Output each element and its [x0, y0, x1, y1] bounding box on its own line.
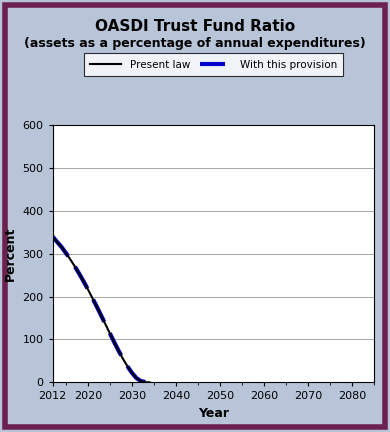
- With this provision: [121, 356, 126, 362]
- X-axis label: Year: Year: [198, 407, 229, 420]
- With this provision: [134, 375, 139, 381]
- Legend: Present law, With this provision: Present law, With this provision: [84, 54, 343, 76]
- With this provision: [103, 322, 108, 327]
- With this provision: [64, 251, 68, 256]
- Present law: [77, 271, 82, 276]
- With this provision: [112, 340, 117, 345]
- With this provision: [143, 379, 147, 384]
- Present law: [90, 295, 95, 301]
- Present law: [129, 370, 134, 375]
- With this provision: [55, 239, 59, 245]
- Present law: [64, 251, 68, 256]
- With this provision: [108, 331, 112, 336]
- Present law: [143, 380, 147, 385]
- With this provision: [125, 364, 130, 369]
- Present law: [134, 375, 139, 381]
- With this provision: [77, 271, 82, 276]
- With this provision: [99, 313, 103, 318]
- With this provision: [147, 380, 152, 385]
- Present law: [50, 234, 55, 239]
- Present law: [99, 313, 103, 318]
- Present law: [59, 245, 64, 250]
- With this provision: [94, 304, 99, 309]
- Present law: [112, 340, 117, 345]
- Present law: [103, 322, 108, 327]
- Text: OASDI Trust Fund Ratio: OASDI Trust Fund Ratio: [95, 19, 295, 35]
- With this provision: [117, 349, 121, 354]
- With this provision: [138, 378, 143, 384]
- Line: Present law: Present law: [53, 237, 150, 382]
- With this provision: [90, 295, 95, 301]
- With this provision: [85, 287, 90, 292]
- Present law: [55, 239, 59, 245]
- Present law: [147, 380, 152, 385]
- Present law: [138, 378, 143, 384]
- Present law: [73, 264, 77, 269]
- With this provision: [68, 257, 73, 262]
- Present law: [85, 287, 90, 292]
- Present law: [68, 257, 73, 262]
- Present law: [81, 279, 86, 284]
- Y-axis label: Percent: Percent: [4, 227, 17, 281]
- With this provision: [152, 380, 156, 385]
- With this provision: [73, 264, 77, 269]
- With this provision: [50, 234, 55, 239]
- Present law: [121, 356, 126, 362]
- Present law: [125, 364, 130, 369]
- With this provision: [59, 245, 64, 250]
- Present law: [94, 304, 99, 309]
- Present law: [108, 331, 112, 336]
- Line: With this provision: With this provision: [53, 237, 154, 382]
- Text: (assets as a percentage of annual expenditures): (assets as a percentage of annual expend…: [24, 37, 366, 50]
- Present law: [117, 349, 121, 354]
- With this provision: [81, 279, 86, 284]
- With this provision: [129, 370, 134, 375]
